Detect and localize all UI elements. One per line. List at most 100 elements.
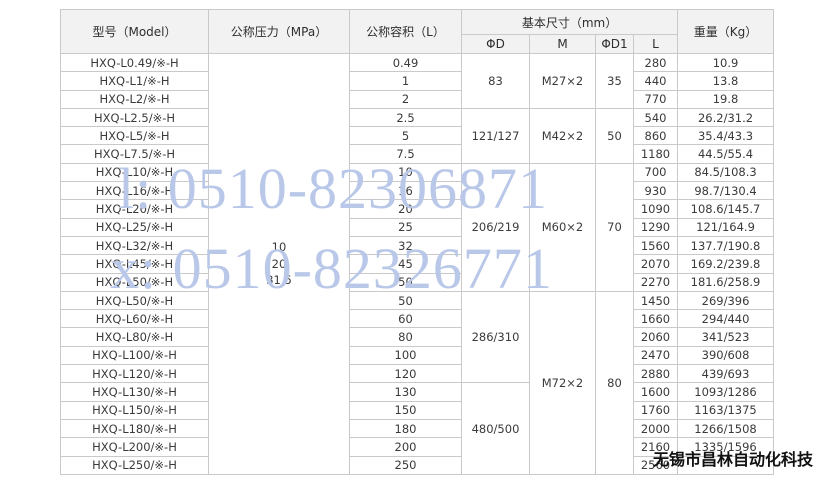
- cell-model: HXQ-L10/※-H: [60, 162, 209, 183]
- cell-l: 1450: [632, 290, 679, 311]
- cell-phi-d: 480/500: [461, 382, 530, 475]
- cell-weight: 98.7/130.4: [677, 181, 775, 201]
- cell-l: 2560: [632, 455, 679, 475]
- cell-volume: 2: [349, 89, 462, 109]
- table-row: HXQ-L7.5/※-H 7.5 1180 44.5/55.4: [60, 144, 775, 164]
- cell-model: HXQ-L16/※-H: [60, 181, 209, 201]
- cell-model: HXQ-L250/※-H: [60, 455, 209, 475]
- cell-phi-d1: 80: [595, 290, 634, 475]
- header-weight: 重量（Kg）: [677, 9, 775, 54]
- cell-volume: 10: [349, 162, 462, 183]
- cell-l: 2060: [632, 327, 679, 347]
- table-row: HXQ-L5/※-H 5 860 35.4/43.3: [60, 126, 775, 146]
- cell-phi-d1: 70: [595, 162, 634, 292]
- cell-l: 770: [632, 89, 679, 109]
- header-dimensions: 基本尺寸（mm）: [460, 9, 679, 35]
- cell-m: M60×2: [529, 162, 596, 292]
- cell-model: HXQ-L180/※-H: [60, 418, 209, 439]
- cell-weight: 13.8: [677, 71, 775, 91]
- table-row: HXQ-L120/※-H 120 2880 439/693: [60, 364, 775, 384]
- cell-l: 1180: [632, 144, 679, 164]
- cell-volume: 5: [349, 126, 462, 146]
- cell-volume: 0.49: [349, 52, 462, 73]
- cell-volume: 25: [349, 217, 462, 237]
- cell-phi-d: 83: [461, 53, 530, 109]
- cell-model: HXQ-L0.49/※-H: [60, 52, 209, 73]
- table-row: HXQ-L45/※-H 45 2070 169.2/239.8: [60, 254, 775, 274]
- cell-weight: 35.4/43.3: [677, 126, 775, 146]
- cell-m: M42×2: [529, 107, 596, 164]
- cell-l: 2880: [632, 364, 679, 384]
- cell-phi-d: 121/127: [461, 107, 530, 164]
- cell-volume: 80: [349, 327, 462, 347]
- cell-model: HXQ-L20/※-H: [60, 199, 209, 219]
- cell-volume: 50: [349, 272, 462, 292]
- cell-volume: 32: [349, 235, 462, 256]
- header-volume: 公称容积（L）: [349, 9, 462, 54]
- cell-weight: 1163/1375: [677, 400, 775, 420]
- header-l: L: [632, 34, 679, 54]
- pressure-value: 31.5: [266, 273, 292, 288]
- cell-l: 1290: [632, 217, 679, 237]
- cell-l: 540: [632, 107, 679, 128]
- cell-weight: 121/164.9: [677, 217, 775, 237]
- cell-weight: 1335/1596: [677, 437, 775, 457]
- cell-volume: 20: [349, 199, 462, 219]
- cell-volume: 180: [349, 418, 462, 439]
- cell-volume: 50: [349, 290, 462, 311]
- cell-model: HXQ-L120/※-H: [60, 364, 209, 384]
- cell-weight: 137.7/190.8: [677, 235, 775, 256]
- table-row: HXQ-L150/※-H 150 1760 1163/1375: [60, 400, 775, 420]
- cell-l: 2470: [632, 345, 679, 366]
- cell-volume: 45: [349, 254, 462, 274]
- cell-l: 1090: [632, 199, 679, 219]
- table-row: HXQ-L50/※-H 50 286/310 M72×2 80 1450 269/396: [60, 290, 775, 475]
- cell-model: HXQ-L50/※-H: [60, 272, 209, 292]
- table-row: HXQ-L1/※-H 1 440 13.8: [60, 71, 775, 91]
- cell-l: 280: [632, 52, 679, 73]
- cell-volume: 150: [349, 400, 462, 420]
- cell-volume: 1: [349, 71, 462, 91]
- table-row: HXQ-L130/※-H 130 480/500 1600 1093/1286: [60, 382, 775, 475]
- cell-weight: 1093/1286: [677, 382, 775, 402]
- cell-model: HXQ-L5/※-H: [60, 126, 209, 146]
- header-m: M: [529, 34, 596, 54]
- cell-model: HXQ-L32/※-H: [60, 235, 209, 256]
- cell-phi-d: 286/310: [461, 290, 530, 384]
- cell-m: M72×2: [529, 290, 596, 475]
- cell-phi-d1: 50: [595, 107, 634, 164]
- table-row: HXQ-L20/※-H 20 1090 108.6/145.7: [60, 199, 775, 219]
- cell-weight: 294/440: [677, 309, 775, 329]
- cell-l: 1760: [632, 400, 679, 420]
- cell-volume: 16: [349, 181, 462, 201]
- cell-weight: 84.5/108.3: [677, 162, 775, 183]
- cell-volume: 100: [349, 345, 462, 366]
- cell-l: 440: [632, 71, 679, 91]
- cell-weight: 341/523: [677, 327, 775, 347]
- cell-phi-d: 206/219: [461, 162, 530, 292]
- cell-weight: 19.8: [677, 89, 775, 109]
- cell-weight: 26.2/31.2: [677, 107, 775, 128]
- cell-l: 2070: [632, 254, 679, 274]
- cell-l: 2270: [632, 272, 679, 292]
- cell-model: HXQ-L130/※-H: [60, 382, 209, 402]
- pressure-value: 20: [271, 256, 287, 271]
- cell-model: HXQ-L2/※-H: [60, 89, 209, 109]
- table-row: HXQ-L250/※-H 250 2560: [60, 455, 775, 475]
- cell-model: HXQ-L150/※-H: [60, 400, 209, 420]
- cell-model: HXQ-L2.5/※-H: [60, 107, 209, 128]
- company-watermark: 无锡市昌林自动化科技: [653, 450, 814, 469]
- cell-volume: 200: [349, 437, 462, 457]
- table-row: HXQ-L180/※-H 180 2000 1266/1508: [60, 418, 775, 439]
- cell-l: 2000: [632, 418, 679, 439]
- table-row: HXQ-L2.5/※-H 2.5 121/127 M42×2 50 540 26.2/31.…: [60, 107, 775, 164]
- table-row: HXQ-L10/※-H 10 206/219 M60×2 70 700 84.5/108.3: [60, 162, 775, 292]
- specification-table: 型号（Model） 公称压力（MPa） 公称容积（L） 基本尺寸（mm） 重量（…: [60, 9, 775, 475]
- cell-volume: 2.5: [349, 107, 462, 128]
- table-row: HXQ-L100/※-H 100 2470 390/608: [60, 345, 775, 366]
- cell-model: HXQ-L80/※-H: [60, 327, 209, 347]
- cell-weight: 44.5/55.4: [677, 144, 775, 164]
- cell-l: 1600: [632, 382, 679, 402]
- cell-weight: [677, 455, 775, 475]
